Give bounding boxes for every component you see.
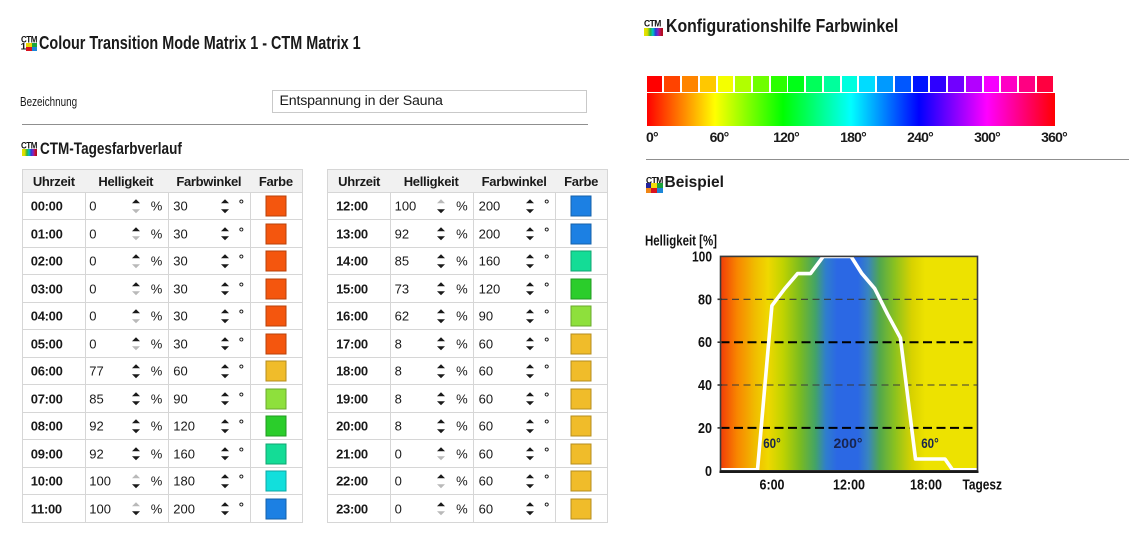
svg-text:20: 20: [698, 421, 712, 437]
svg-text:60°: 60°: [921, 435, 939, 451]
svg-text:18:00: 18:00: [910, 478, 942, 494]
svg-text:Helligkeit [%]: Helligkeit [%]: [645, 234, 717, 250]
svg-text:0: 0: [705, 464, 712, 480]
svg-text:Tagesz: Tagesz: [963, 478, 1003, 494]
svg-text:80: 80: [698, 292, 712, 308]
svg-text:6:00: 6:00: [760, 478, 785, 494]
svg-text:100: 100: [692, 249, 712, 265]
svg-text:60: 60: [698, 335, 712, 351]
svg-text:200°: 200°: [834, 435, 863, 451]
svg-text:60°: 60°: [763, 435, 781, 451]
svg-text:12:00: 12:00: [833, 478, 865, 494]
svg-text:40: 40: [698, 378, 712, 394]
